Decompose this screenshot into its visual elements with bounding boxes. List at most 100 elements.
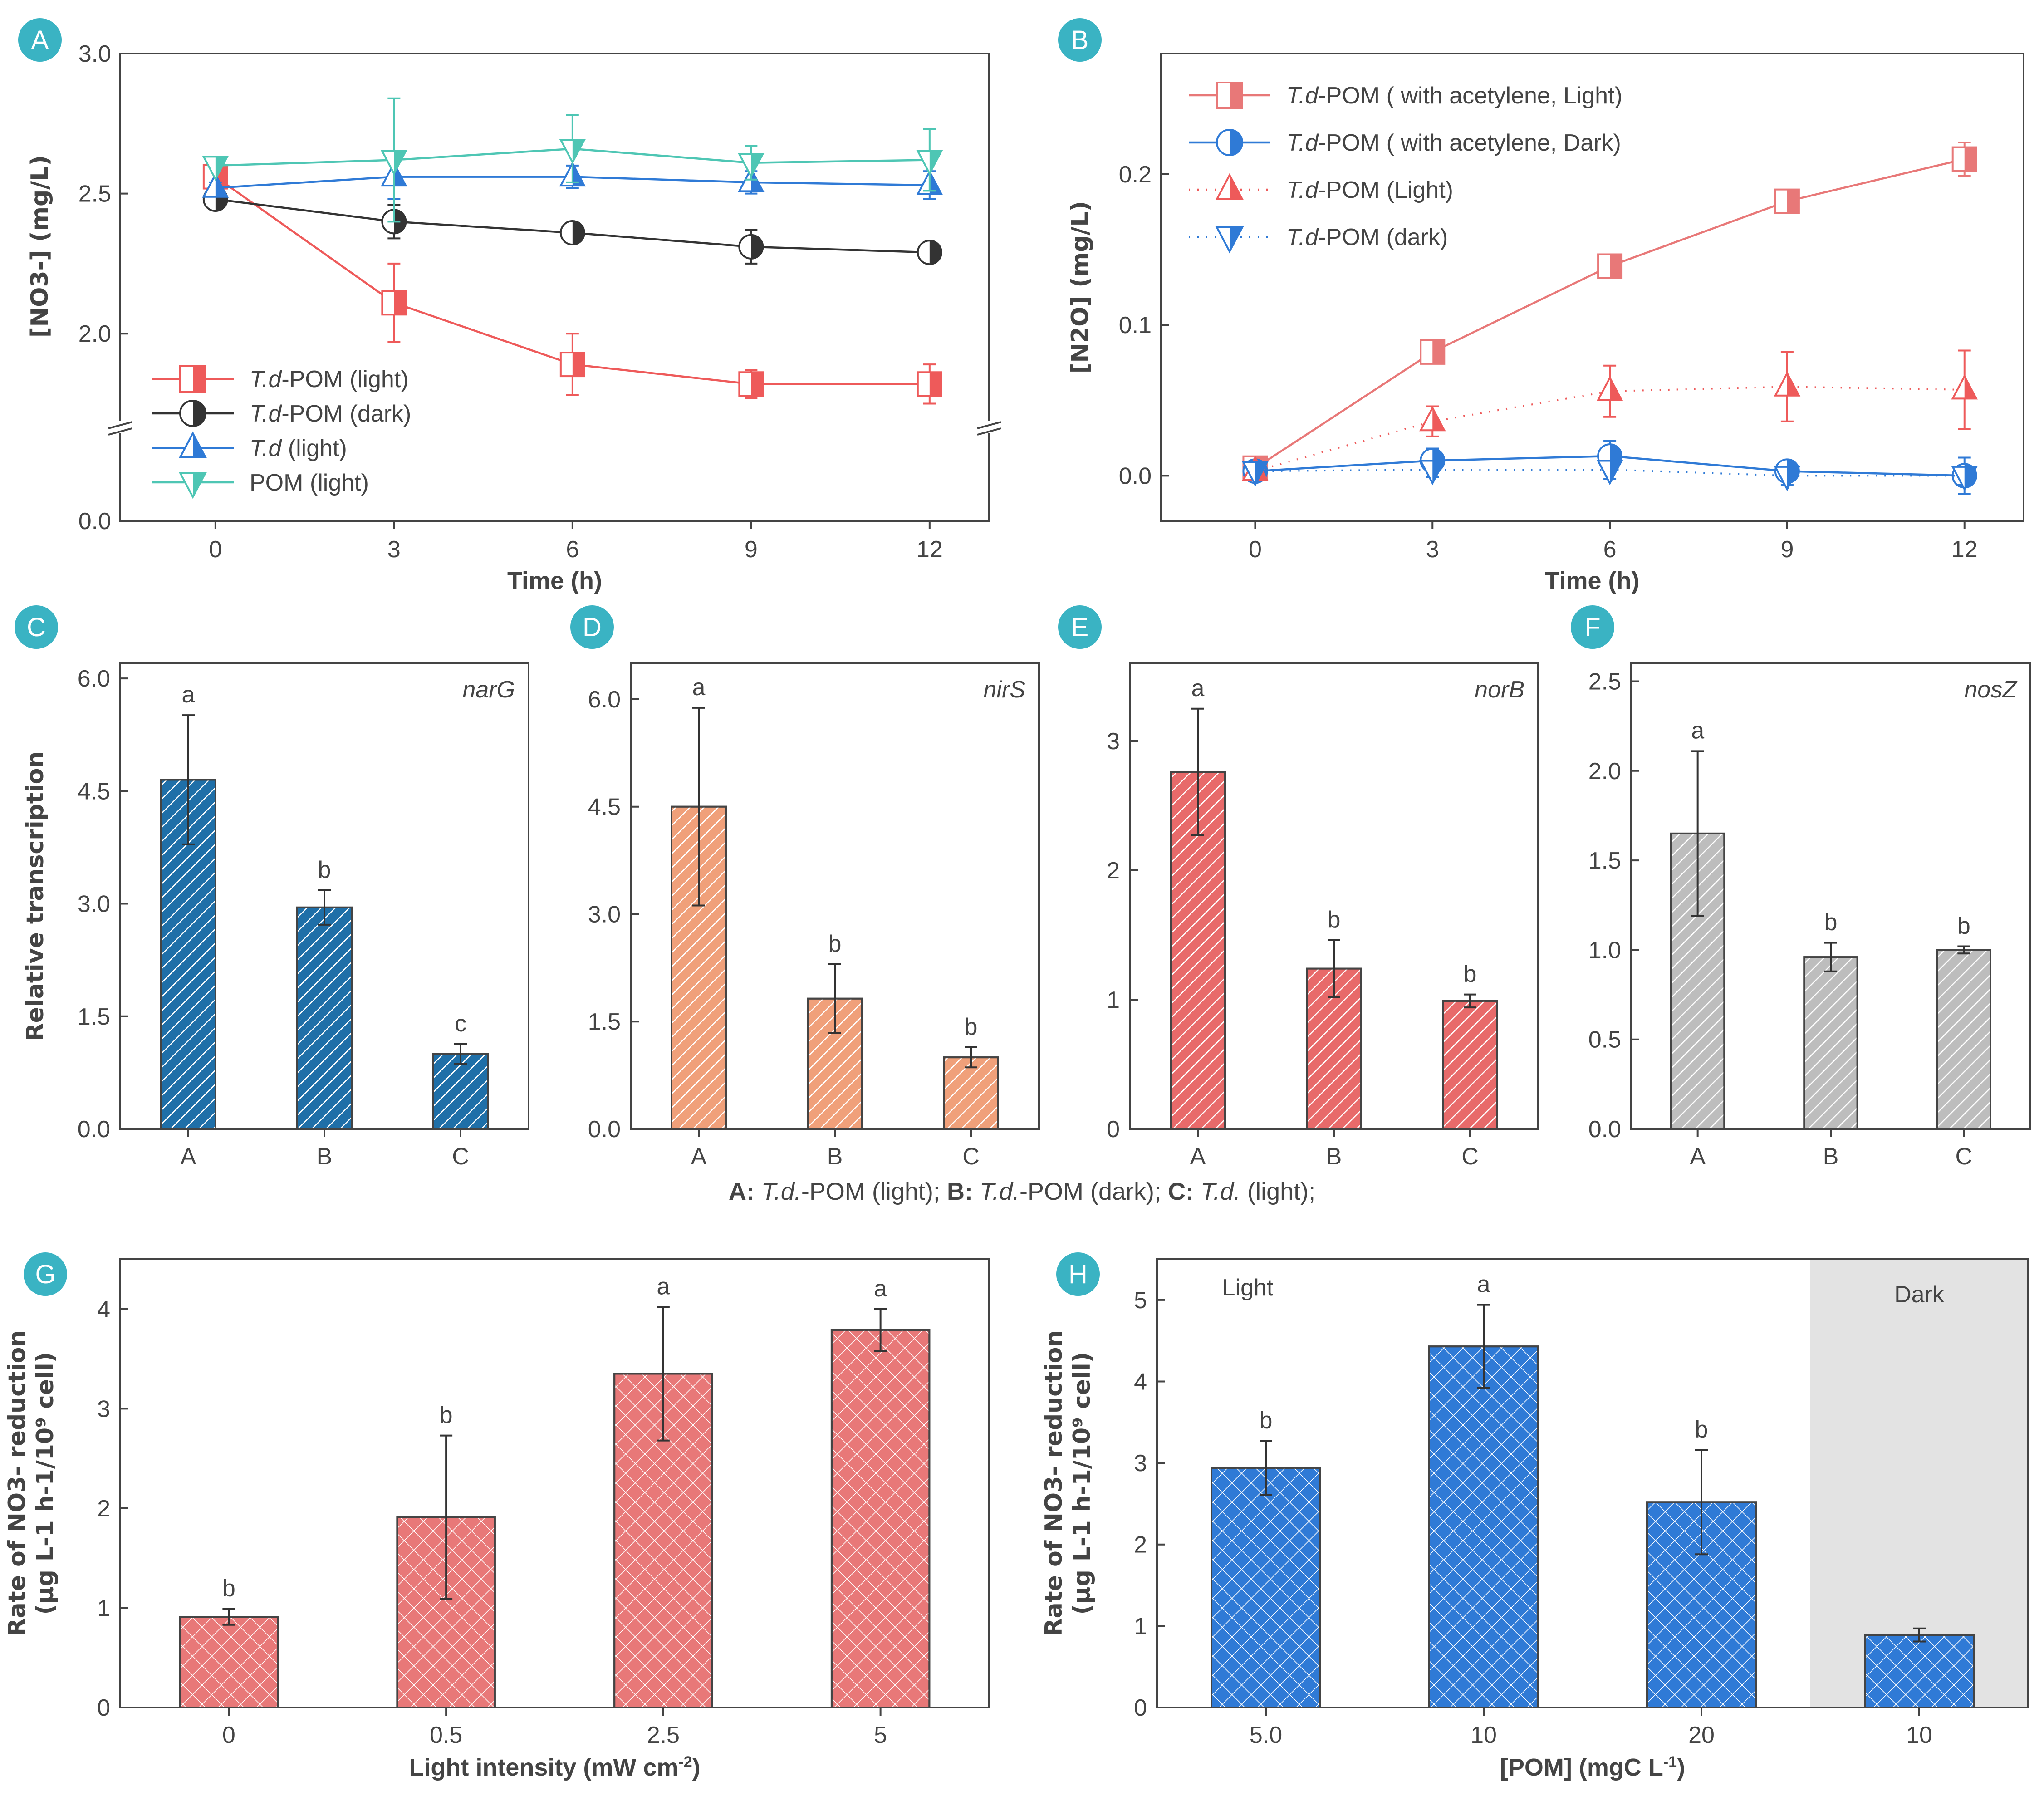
legend-item: T.d-POM (light)	[152, 365, 409, 393]
x-tick-label: B	[1823, 1143, 1839, 1170]
caption-key: C:	[1161, 1178, 1194, 1205]
marker-fill	[394, 291, 406, 315]
bar-hatch	[296, 906, 353, 1130]
x-tick-label: 9	[745, 536, 758, 563]
legend-rest: (light)	[281, 435, 347, 461]
data-point	[179, 400, 206, 427]
x-tick-label: 0	[209, 536, 222, 563]
axis-break-mark	[977, 421, 1001, 429]
badge-letter: E	[1071, 613, 1089, 642]
legend-species: T.d	[1286, 83, 1319, 109]
marker-fill	[1787, 373, 1799, 396]
caption-key: B:	[940, 1178, 973, 1205]
y-tick-label: 0	[1107, 1116, 1120, 1143]
legend-species: T.d	[1286, 130, 1319, 156]
data-point	[1774, 188, 1800, 214]
bar-hatch	[1864, 1634, 1975, 1708]
badge-circle	[15, 605, 58, 649]
x-tick-label: C	[962, 1143, 980, 1170]
gene-label: norB	[1475, 677, 1524, 703]
marker-fill	[193, 433, 206, 457]
bar-hatch	[1803, 956, 1858, 1130]
data-point	[1215, 173, 1244, 200]
bar-group: aA	[671, 674, 727, 1170]
panel-a: 0.0 2.0 2.5 3.0 0 3 6 9 12 Time (h) [NO3-] (mg/L) T…	[26, 41, 1001, 594]
legend-item: T.d-POM (Light)	[1189, 173, 1453, 203]
y-tick-label: 6.0	[588, 687, 621, 713]
legend-label: POM (light)	[250, 470, 369, 496]
marker-fill	[1610, 378, 1622, 400]
badge-circle	[1571, 605, 1614, 649]
x-tick-label: A	[1690, 1143, 1706, 1170]
marker-fill	[929, 240, 941, 265]
x-tick-label: 0	[222, 1722, 235, 1748]
plot-frame	[119, 1258, 990, 1708]
bar-group: aA	[1170, 675, 1226, 1170]
bar-group: bB	[807, 931, 863, 1170]
marker-fill	[929, 172, 941, 194]
panel-badge-d: D	[570, 605, 614, 649]
significance-letter: a	[182, 682, 195, 708]
panel-badge-a: A	[18, 18, 62, 62]
badge-letter: F	[1584, 613, 1600, 642]
badge-letter: B	[1071, 25, 1089, 55]
y-tick-label: 1.0	[1588, 937, 1621, 963]
bar-group: b 5.0	[1211, 1408, 1321, 1748]
legend-label: T.d (light)	[250, 435, 347, 461]
data-point	[202, 156, 229, 182]
bar-hatch	[179, 1616, 279, 1708]
data-point	[1419, 406, 1446, 432]
marker-fill	[1964, 376, 1976, 399]
significance-letter: b	[828, 931, 842, 957]
y-tick-label: 3.0	[78, 891, 110, 918]
y-tick-label: 3.0	[78, 41, 111, 67]
y-axis-label: Relative transcription	[22, 751, 49, 1041]
marker-fill	[1230, 130, 1242, 155]
data-point	[381, 150, 407, 176]
y-tick-label: 3.0	[588, 901, 621, 927]
data-point	[1951, 374, 1978, 400]
bar-hatch	[1442, 1000, 1498, 1130]
y-tick-label: 1	[97, 1595, 110, 1621]
significance-letter: b	[1464, 961, 1477, 987]
legend-item: T.d-POM ( with acetylene, Dark)	[1189, 129, 1621, 156]
x-tick-label: C	[1461, 1143, 1479, 1170]
x-axis-label-part: -1	[1663, 1753, 1677, 1771]
plot-frame	[1156, 1258, 2029, 1708]
badge-circle	[1058, 18, 1102, 62]
x-axis-label-part: Light intensity (mW cm	[409, 1754, 678, 1781]
marker-fill	[572, 140, 584, 162]
x-tick-label: B	[827, 1143, 843, 1170]
bar-group: bC	[943, 1014, 999, 1170]
significance-letter: b	[1328, 907, 1341, 933]
significance-letter: a	[657, 1273, 670, 1300]
marker-fill	[751, 235, 763, 259]
data-point	[1216, 129, 1243, 156]
y-tick-label: 2.5	[78, 181, 111, 207]
marker-fill	[193, 473, 206, 497]
caption-key: A:	[728, 1178, 755, 1205]
y-tick-label: 0.0	[588, 1116, 621, 1143]
legend-rest: -POM (dark)	[1318, 224, 1448, 250]
data-point	[1215, 226, 1244, 254]
x-tick-label: 9	[1780, 536, 1794, 563]
y-tick-label: 2.0	[78, 321, 111, 347]
y-tick-label: 0.0	[78, 1116, 110, 1143]
marker-fill	[1230, 227, 1242, 252]
y-tick-label: 2	[1107, 858, 1120, 884]
bar-group: bC	[1936, 913, 1991, 1170]
x-tick-label: 12	[917, 536, 943, 563]
legend-species: T.d	[1286, 224, 1319, 250]
data-point	[1242, 461, 1269, 487]
marker-fill	[1964, 147, 1976, 171]
legend-label: T.d-POM (Light)	[1286, 177, 1453, 203]
badge-letter: D	[583, 613, 602, 642]
significance-letter: b	[1824, 909, 1838, 936]
y-tick-label: 2	[1134, 1532, 1147, 1558]
marker-fill	[1432, 340, 1445, 364]
caption-species: T.d.	[972, 1178, 1020, 1205]
